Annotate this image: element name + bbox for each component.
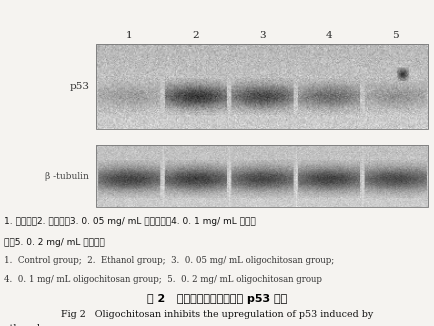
Text: 4.  0. 1 mg/ mL oligochitosan group;  5.  0. 2 mg/ mL oligochitosan group: 4. 0. 1 mg/ mL oligochitosan group; 5. 0… (4, 275, 322, 285)
Text: Fig 2   Oligochitosan inhibits the upregulation of p53 induced by: Fig 2 Oligochitosan inhibits the upregul… (61, 310, 373, 319)
Text: 2: 2 (192, 31, 198, 40)
Text: 3: 3 (258, 31, 265, 40)
Text: p53: p53 (69, 82, 89, 91)
Text: 1.  Control group;  2.  Ethanol group;  3.  0. 05 mg/ mL oligochitosan group;: 1. Control group; 2. Ethanol group; 3. 0… (4, 256, 334, 265)
Text: 4: 4 (325, 31, 331, 40)
Text: 组；5. 0. 2 mg/ mL 壳寡糖组: 组；5. 0. 2 mg/ mL 壳寡糖组 (4, 238, 105, 247)
Text: ethanol: ethanol (4, 324, 40, 326)
Bar (95, 145, 427, 207)
Text: 1. 对照组；2. 乙醇组；3. 0. 05 mg/ mL 壳寡糖组；4. 0. 1 mg/ mL 壳寡糖: 1. 对照组；2. 乙醇组；3. 0. 05 mg/ mL 壳寡糖组；4. 0.… (4, 217, 256, 226)
Text: 5: 5 (391, 31, 398, 40)
Text: 1: 1 (125, 31, 132, 40)
Text: β -tubulin: β -tubulin (45, 171, 89, 181)
Text: 图 2   壳寡糖抑制乙醇引起的 p53 上调: 图 2 壳寡糖抑制乙醇引起的 p53 上调 (147, 294, 287, 304)
Bar (95, 44, 427, 129)
